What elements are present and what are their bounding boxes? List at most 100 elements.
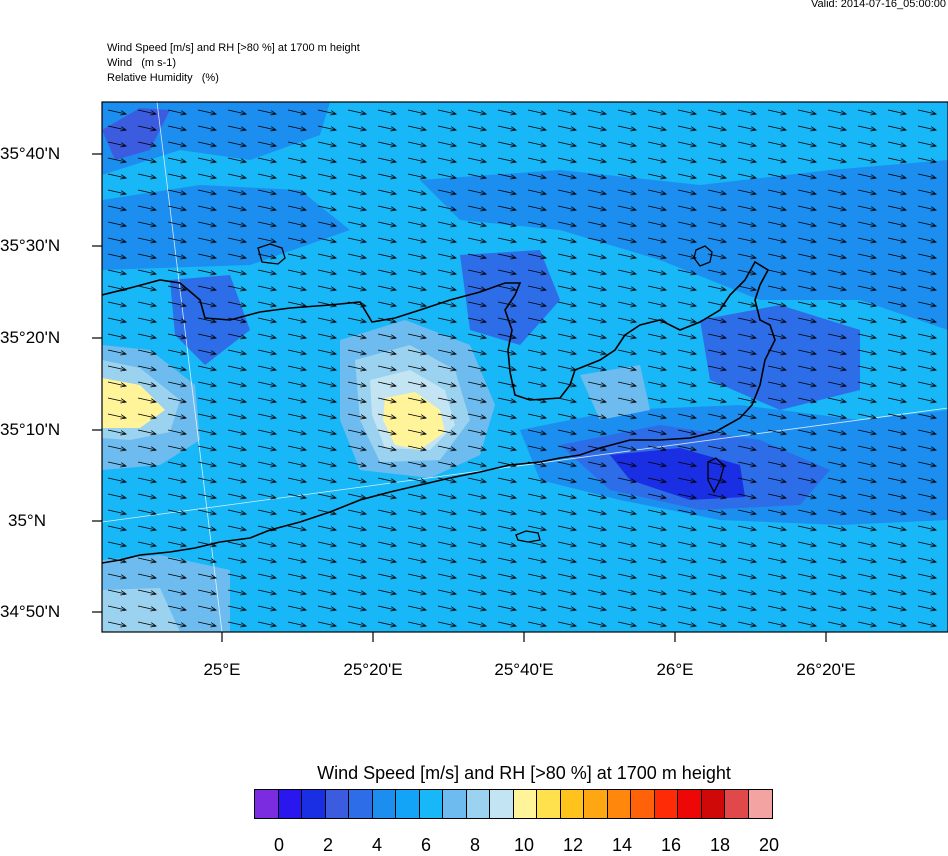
wind-arrow: [437, 205, 456, 210]
wind-arrow: [587, 189, 606, 194]
lat-label: 35°10'N: [0, 420, 61, 439]
wind-arrow: [887, 189, 906, 194]
wind-arrow: [257, 461, 276, 466]
wind-arrow: [827, 621, 846, 626]
wind-arrow: [497, 125, 516, 130]
wind-arrow: [887, 141, 906, 146]
wind-arrow: [857, 365, 876, 370]
wind-arrow: [167, 541, 186, 546]
wind-arrow: [227, 205, 246, 210]
wind-arrow: [467, 333, 486, 338]
wind-arrow: [137, 493, 156, 498]
wind-arrow: [467, 317, 486, 322]
wind-arrow: [827, 493, 846, 498]
wind-arrow: [317, 573, 336, 578]
wind-arrow: [317, 317, 336, 322]
wind-arrow: [257, 509, 276, 514]
wind-arrow: [587, 397, 606, 402]
wind-arrow: [677, 349, 696, 354]
colorbar-swatch: [302, 790, 326, 818]
wind-arrow: [857, 301, 876, 306]
wind-arrow: [797, 477, 816, 482]
wind-arrow: [377, 269, 396, 274]
wind-arrow: [137, 285, 156, 290]
wind-arrow: [707, 365, 726, 370]
wind-arrow: [767, 509, 786, 514]
valid-time: Valid: 2014-07-16_05:00:00: [811, 0, 946, 10]
wind-arrow: [347, 269, 366, 274]
wind-arrow: [737, 157, 756, 162]
wind-arrow: [557, 589, 576, 594]
wind-arrow: [497, 509, 516, 514]
wind-arrow: [557, 125, 576, 130]
wind-arrow: [137, 477, 156, 482]
wind-arrow: [137, 269, 156, 274]
wind-arrow: [467, 541, 486, 546]
wind-arrow: [767, 621, 786, 626]
wind-arrow: [707, 109, 726, 114]
wind-arrow: [347, 621, 366, 626]
wind-arrow: [227, 269, 246, 274]
wind-arrow: [767, 365, 786, 370]
wind-arrow: [767, 189, 786, 194]
wind-arrow: [617, 621, 636, 626]
wind-arrow: [497, 461, 516, 466]
wind-arrow: [137, 205, 156, 210]
wind-arrow: [317, 493, 336, 498]
wind-arrow: [857, 173, 876, 178]
wind-arrow: [437, 589, 456, 594]
wind-arrow: [767, 493, 786, 498]
wind-arrow: [527, 157, 546, 162]
wind-arrow: [227, 509, 246, 514]
wind-arrow: [887, 109, 906, 114]
wind-arrow: [647, 301, 666, 306]
wind-arrow: [887, 557, 906, 562]
wind-arrow: [347, 397, 366, 402]
wind-arrow: [857, 445, 876, 450]
colorbar-swatch: [255, 790, 279, 818]
wind-arrow: [287, 461, 306, 466]
wind-arrow: [647, 333, 666, 338]
wind-arrow: [437, 333, 456, 338]
wind-arrow: [347, 413, 366, 418]
wind-arrow: [527, 541, 546, 546]
island-coastline: [257, 243, 286, 265]
wind-arrow: [467, 445, 486, 450]
colorbar-swatch: [584, 790, 608, 818]
wind-arrow: [407, 605, 426, 610]
wind-arrow: [197, 477, 216, 482]
wind-arrow: [677, 157, 696, 162]
wind-arrow: [587, 477, 606, 482]
wind-arrow: [467, 125, 486, 130]
wind-arrow: [887, 397, 906, 402]
wind-arrow: [107, 285, 126, 290]
wind-arrow: [377, 429, 396, 434]
wind-arrow: [287, 205, 306, 210]
wind-arrow: [737, 285, 756, 290]
wind-arrow: [467, 477, 486, 482]
wind-arrow: [257, 141, 276, 146]
wind-arrow: [857, 157, 876, 162]
wind-arrow: [647, 269, 666, 274]
wind-arrow: [917, 205, 936, 210]
wind-arrow: [737, 573, 756, 578]
wind-arrow: [407, 157, 426, 162]
colorbar-swatch: [419, 790, 443, 818]
wind-arrow: [197, 109, 216, 114]
wind-arrow: [437, 141, 456, 146]
wind-arrow: [827, 589, 846, 594]
wind-arrow: [677, 413, 696, 418]
wind-arrow: [677, 285, 696, 290]
wind-arrow: [617, 141, 636, 146]
wind-band-4: [102, 108, 170, 160]
wind-arrow: [827, 605, 846, 610]
wind-arrow: [797, 509, 816, 514]
wind-arrow: [767, 541, 786, 546]
wind-arrow: [137, 573, 156, 578]
wind-arrow: [107, 621, 126, 626]
wind-arrow: [707, 429, 726, 434]
wind-arrow: [767, 589, 786, 594]
wind-arrow: [347, 205, 366, 210]
wind-arrow: [737, 189, 756, 194]
wind-arrow: [407, 621, 426, 626]
